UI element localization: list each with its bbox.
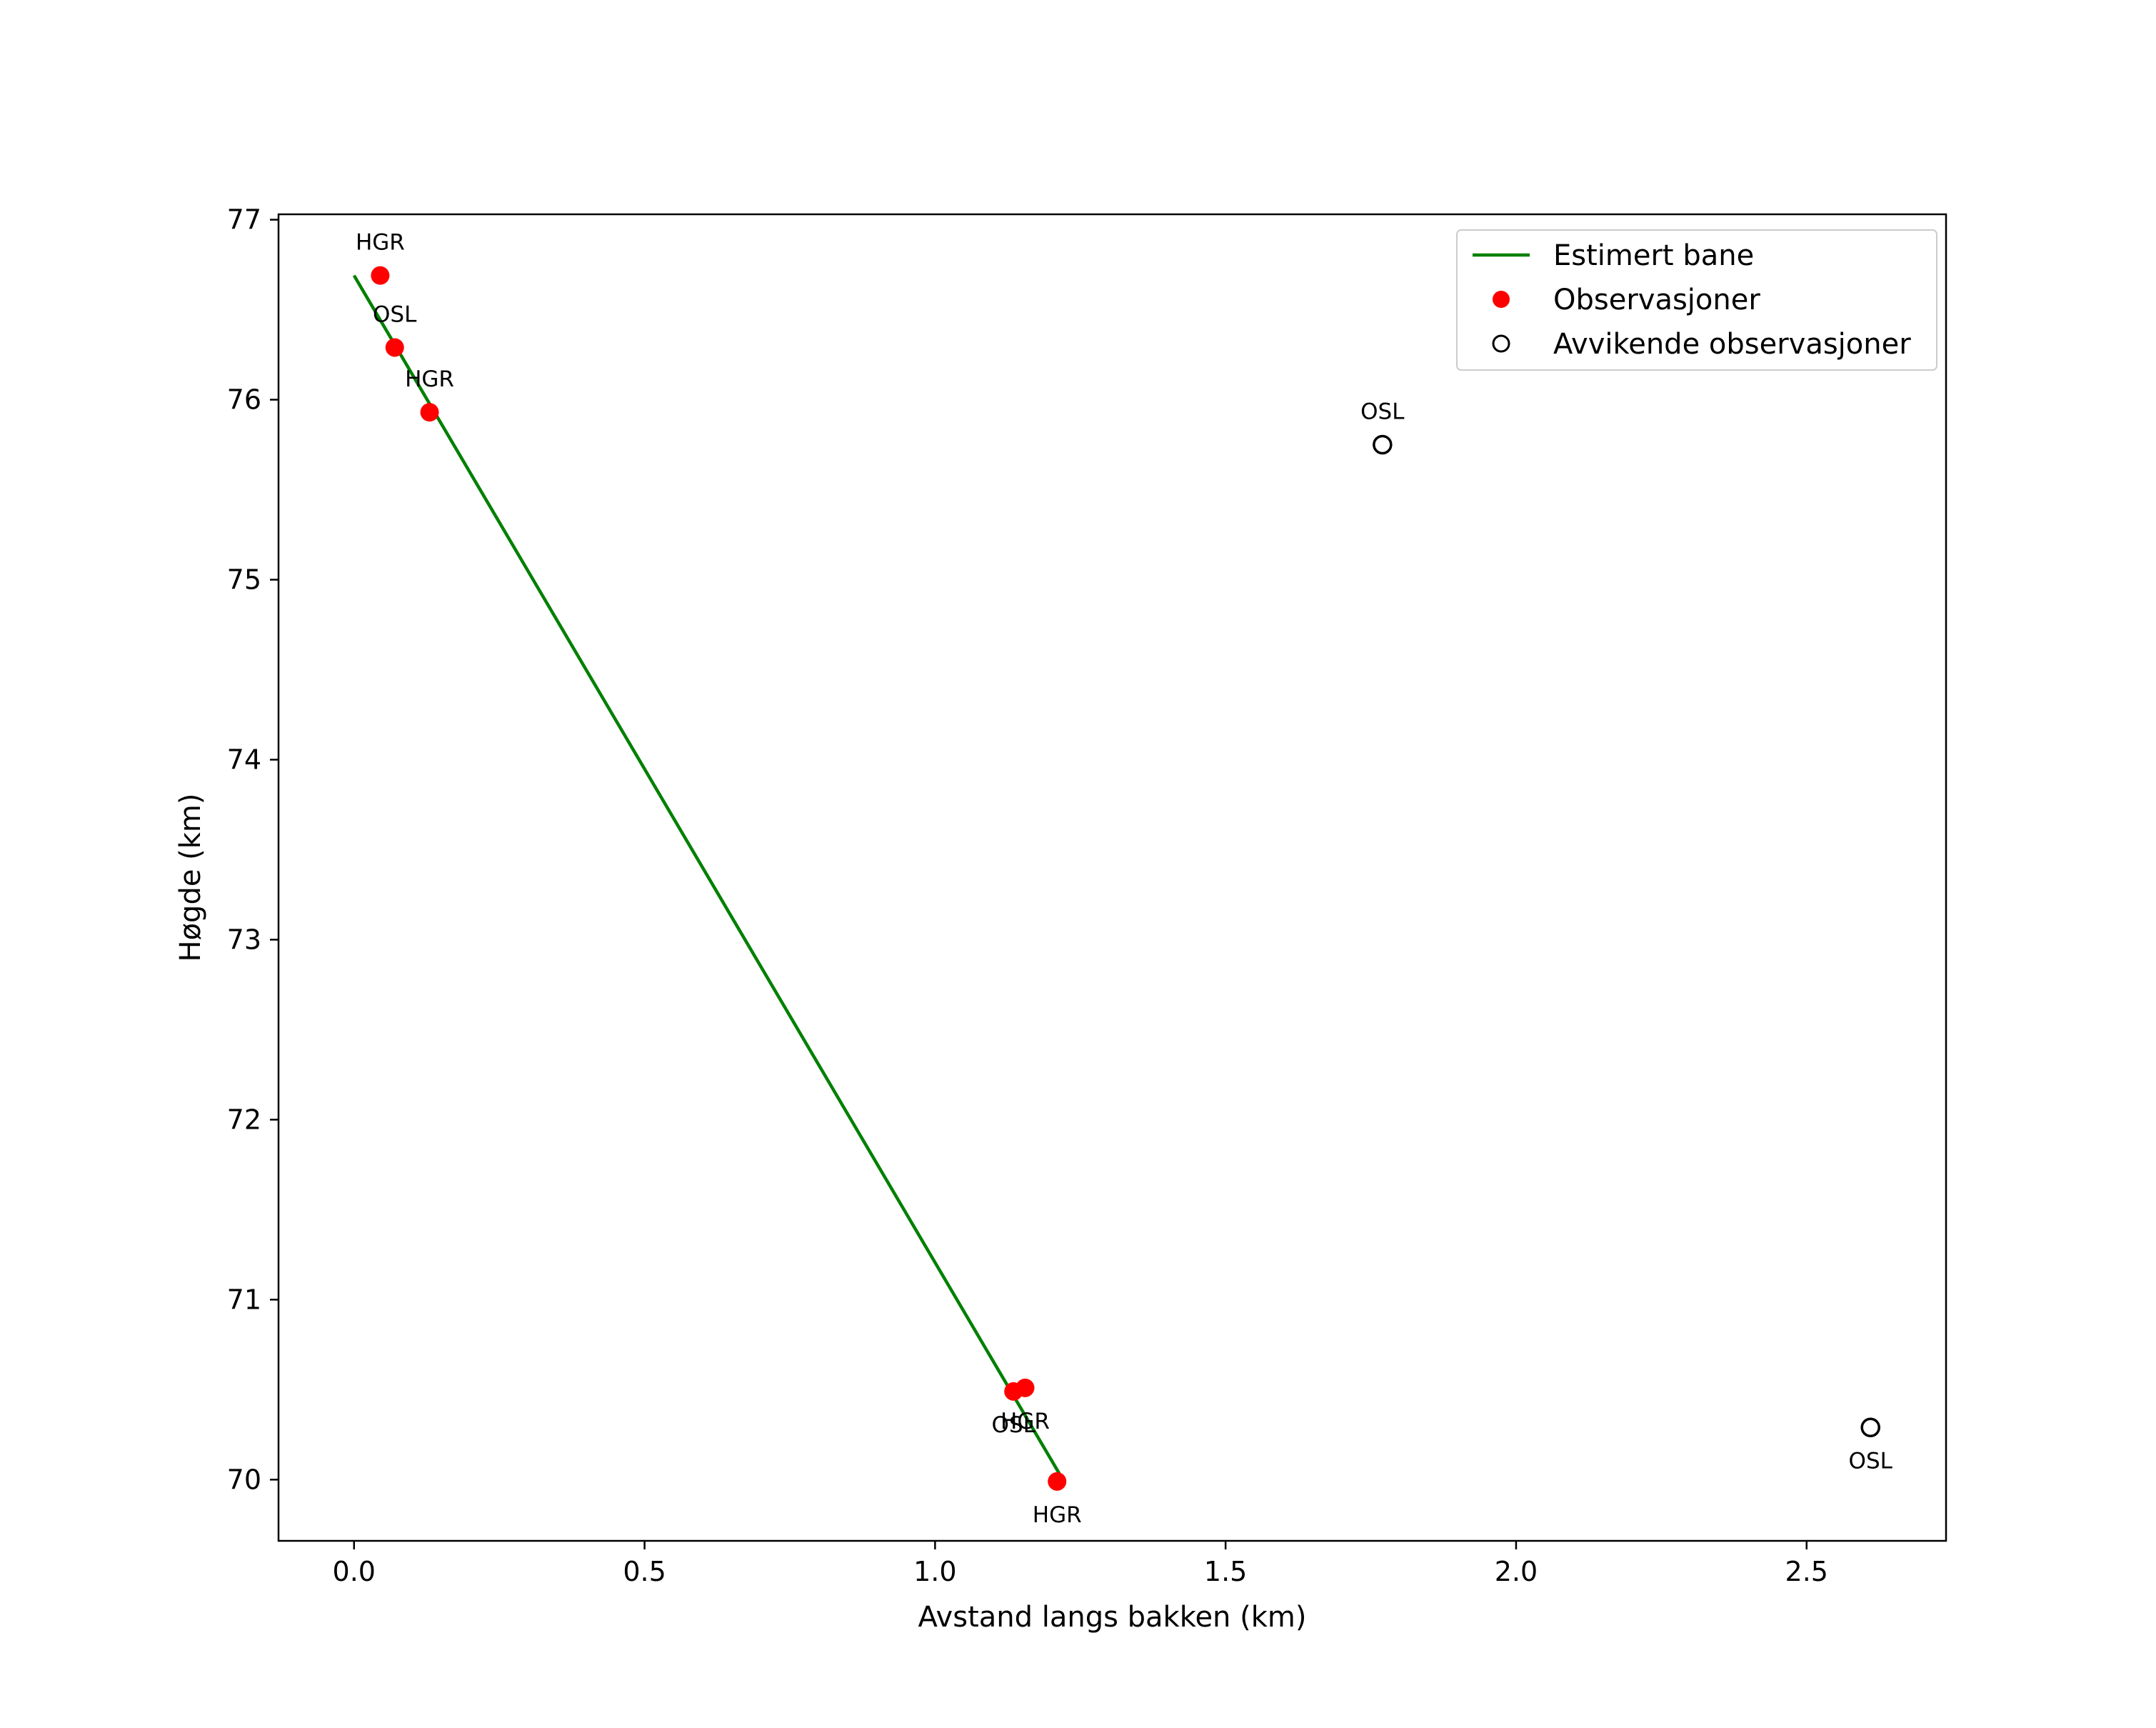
y-tick-label: 76: [227, 384, 261, 416]
outlier-point: [1373, 434, 1393, 455]
x-tick-label: 0.5: [623, 1556, 666, 1587]
x-tick-label: 2.5: [1785, 1556, 1828, 1587]
y-axis-label: Høgde (km): [174, 794, 207, 962]
estimated-trajectory-line: [352, 274, 1065, 1481]
x-axis-label: Avstand langs bakken (km): [918, 1601, 1307, 1634]
x-tick-label: 0.0: [333, 1556, 376, 1587]
outlier-point: [1860, 1417, 1880, 1438]
point-label: OSL: [1360, 399, 1405, 425]
y-tick-label: 71: [227, 1284, 261, 1315]
point-label: HGR: [356, 230, 405, 256]
observation-point: [420, 403, 439, 422]
point-label: OSL: [373, 301, 417, 327]
y-tick-label: 73: [227, 924, 261, 955]
x-tick-label: 1.0: [913, 1556, 956, 1587]
y-tick-label: 70: [227, 1464, 261, 1495]
legend-item-avvikende-observasjoner: Avvikende observasjoner: [1553, 328, 1911, 361]
axes-frame: [277, 213, 1947, 1542]
legend: Estimert bane Observasjoner Avvikende ob…: [1456, 229, 1937, 371]
y-axis-ticks: 70 71 72 73 74 75 76 77: [227, 204, 279, 1495]
observation-point: [385, 338, 404, 357]
legend-observation-swatch: [1493, 291, 1510, 308]
legend-outlier-swatch: [1492, 334, 1510, 353]
y-tick-label: 74: [227, 744, 261, 775]
point-label: HGR: [405, 366, 454, 392]
observation-point: [1048, 1472, 1067, 1491]
point-label: HGR: [1033, 1502, 1082, 1528]
x-axis-ticks: 0.0 0.5 1.0 1.5 2.0 2.5: [333, 1541, 1828, 1587]
point-label: OSL: [992, 1412, 1036, 1438]
observation-point: [371, 266, 390, 285]
x-tick-label: 1.5: [1204, 1556, 1247, 1587]
y-tick-label: 77: [227, 204, 261, 236]
legend-item-observasjoner: Observasjoner: [1553, 284, 1760, 316]
x-tick-label: 2.0: [1495, 1556, 1538, 1587]
observation-point: [1016, 1378, 1035, 1397]
legend-box: [1456, 229, 1937, 371]
point-label: OSL: [1849, 1448, 1893, 1474]
y-tick-label: 75: [227, 564, 261, 595]
point-label: HGR: [1001, 1409, 1050, 1434]
y-tick-label: 72: [227, 1104, 261, 1135]
legend-item-estimert-bane: Estimert bane: [1553, 239, 1754, 272]
